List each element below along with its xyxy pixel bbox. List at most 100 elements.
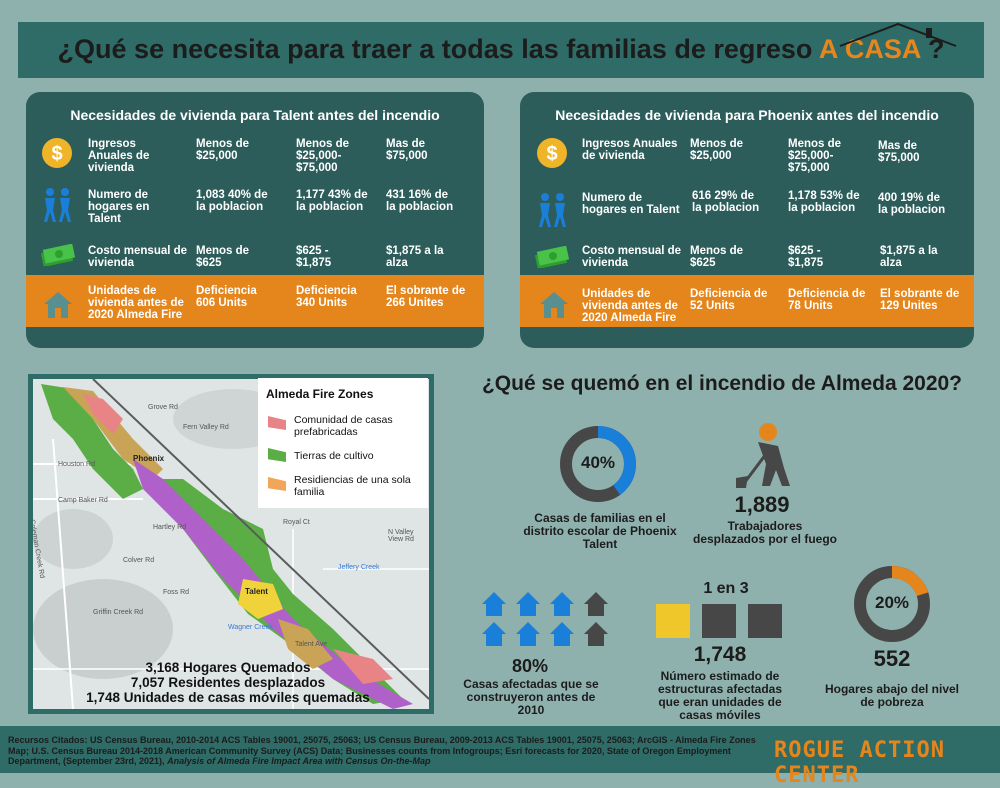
talent-households-c1: 1,083 40% de la poblacion [196,189,268,213]
phoenix-households-c2: 1,178 53% de la poblacion [788,190,860,214]
map-legend: Almeda Fire Zones Comunidad de casas pre… [258,378,428,508]
talent-title: Necesidades de vivienda para Talent ante… [70,107,440,123]
roof-icon [839,22,957,47]
talent-units-c1: Deficiencia 606 Units [196,285,257,309]
phoenix-card: Necesidades de vivienda para Phoenix ant… [520,92,974,348]
mobile-value: 1,748 [693,643,747,666]
residents-displaced-stat: 7,057 Residentes desplazados [130,675,326,690]
talent-cost-c1: Menos de $625 [196,245,250,269]
phoenix-units-c1: Deficiencia de 52 Units [690,288,768,312]
talent-income-label: Ingresos Anuales de vivienda [88,138,150,174]
phoenix-units-label: Unidades de vivienda antes de 2020 Almed… [582,288,678,324]
footer-bar [0,726,1000,773]
ratio-square [748,604,782,638]
money-icon [40,244,76,266]
pct1-value: 40% [580,453,616,472]
poverty-label: Hogares abajo del nivel de pobreza [824,682,960,709]
svg-text:$: $ [51,143,62,165]
town-talent-label: Talent [245,587,268,596]
street-label: Houston Rd [58,461,95,468]
people-icon [44,188,71,222]
street-label: Talent Ave [295,641,328,648]
svg-text:$: $ [546,143,557,165]
talent-households-c2: 1,177 43% de la poblacion [296,189,368,213]
phoenix-units-c2: Deficiencia de 78 Units [788,288,866,312]
houses-icon-grid [482,592,608,646]
street-label: Hartley Rd [153,524,187,531]
phoenix-households-c1: 616 29% de la poblacion [692,190,760,214]
donut-40 [560,426,636,502]
legend-swatch-farmland [268,448,286,462]
map-stats: 3,168 Hogares Quemados 7,057 Residentes … [28,660,428,705]
talent-units-label: Unidades de vivienda antes de 2020 Almed… [88,285,184,321]
town-phoenix-label: Phoenix [133,454,165,463]
phoenix-units-c3: El sobrante de 129 Unites [880,288,960,312]
street-label: Foss Rd [163,589,190,596]
homes-burned-stat: 3,168 Hogares Quemados [145,660,311,675]
street-label: Camp Baker Rd [58,497,108,504]
talent-cost-c3: $1,875 a la alza [386,245,444,269]
houses-pct-label: Casas afectadas que se construyeron ante… [463,677,599,717]
legend-title: Almeda Fire Zones [266,387,374,401]
dollar-icon: $ [42,138,72,168]
mobile-label: Número estimado de estructuras afectadas… [657,669,783,722]
sources-text: Recursos Citados: US Census Bureau, 2010… [8,735,756,766]
creek-label: Wagner Creek [228,624,273,631]
house-icon [540,292,568,318]
legend-swatch-manufactured [268,416,286,430]
street-label: Colver Rd [123,557,155,564]
street-label: Griffin Creek Rd [93,609,144,616]
phoenix-units-row [520,275,974,327]
page-title: ¿Qué se necesita para traer a todas las … [18,34,984,65]
talent-units-c2: Deficiencia 340 Units [296,285,357,309]
people-icon [539,193,566,227]
phoenix-title: Necesidades de vivienda para Phoenix ant… [555,107,939,123]
creek-label: Jeffery Creek [338,564,380,571]
legend-item-farmland: Tierras de cultivo [294,450,374,462]
talent-units-row [26,275,484,327]
talent-units-c3: El sobrante de 266 Unites [386,285,466,309]
phoenix-income-c2: Menos de $25,000- $75,000 [788,138,842,174]
talent-income-c2: Menos de $25,000- $75,000 [296,138,350,174]
phoenix-cost-c1: Menos de $625 [690,245,744,269]
talent-card: Necesidades de vivienda para Talent ante… [26,92,484,348]
title-banner: ¿Qué se necesita para traer a todas las … [18,22,984,78]
street-label: Royal Ct [283,519,310,526]
title-main: ¿Qué se necesita para traer a todas las … [57,34,813,64]
phoenix-households-label: Numero de hogares en Talent [582,192,680,216]
talent-income-c1: Menos de $25,000 [196,138,250,162]
burn-title: ¿Qué se quemó en el incendio de Almeda 2… [481,372,963,395]
ratio-value: 1 en 3 [703,580,749,597]
legend-item-single-family: Residiencias de una sola familia [294,474,411,498]
title-end: ? [927,34,945,64]
workers-label: Trabajadores desplazados por el fuego [692,519,838,546]
house-icon [44,292,72,318]
footer-sources: Recursos Citados: US Census Bureau, 2010… [8,735,768,767]
houses-pct-value: 80% [511,656,549,676]
talent-income-c3: Mas de $75,000 [386,138,428,162]
pct2-value: 20% [874,593,910,612]
phoenix-income-c3: Mas de $75,000 [878,140,920,164]
phoenix-income-c1: Menos de $25,000 [690,138,744,162]
poverty-value: 552 [873,646,911,671]
money-icon [534,246,570,268]
talent-cost-c2: $625 - $1,875 [296,245,332,269]
workers-value: 1,889 [734,492,790,517]
phoenix-cost-label: Costo mensual de vivienda [582,245,682,269]
mobile-homes-stat: 1,748 Unidades de casas móviles quemadas [86,690,370,705]
street-label: Grove Rd [148,404,178,411]
donut-20 [854,566,930,642]
title-highlight: A CASA [818,34,921,64]
legend-swatch-single-family [268,477,286,491]
phoenix-cost-c2: $625 - $1,875 [788,245,824,269]
phoenix-cost-c3: $1,875 a la alza [880,245,938,269]
brand-logo: ROGUE ACTION CENTER [774,738,945,788]
ratio-square [702,604,736,638]
talent-households-c3: 431 16% de la poblacion [386,189,454,213]
talent-households-label: Numero de hogares en Talent [88,189,150,225]
phoenix-income-label: Ingresos Anuales de vivienda [582,138,678,162]
sources-italic: Analysis of Almeda Fire Impact Area with… [167,756,431,766]
ratio-square-highlight [656,604,690,638]
street-label: N Valley View Rd [388,529,414,543]
pct1-label: Casas de familias en el distrito escolar… [523,511,677,551]
